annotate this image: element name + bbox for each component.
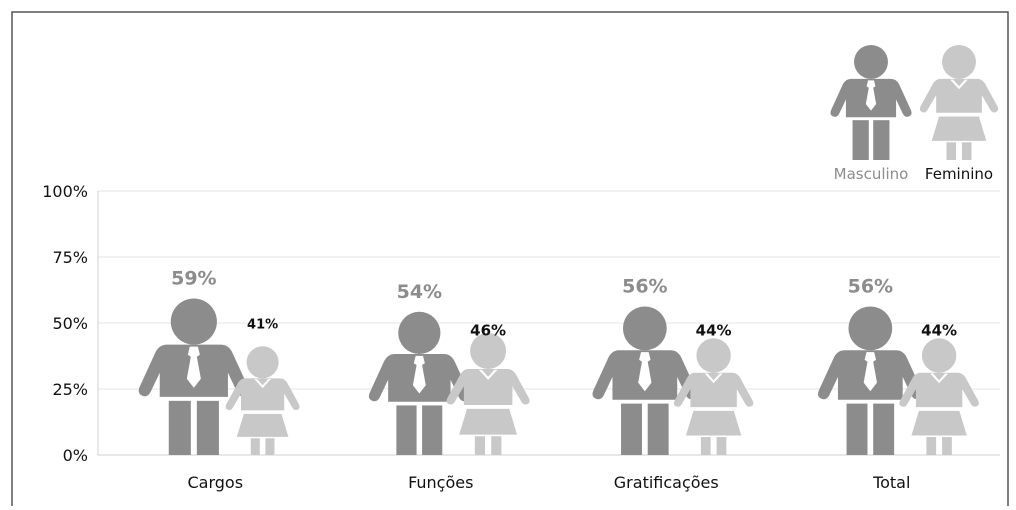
bar-feminino-3 — [899, 338, 979, 455]
bar-masculino-3 — [817, 306, 923, 455]
legend: Masculino Feminino — [830, 44, 999, 183]
data-label-feminino: 44% — [696, 322, 732, 340]
bar-masculino-2 — [592, 306, 698, 455]
data-label-masculino: 54% — [397, 281, 442, 303]
data-label-feminino: 46% — [470, 322, 506, 340]
y-axis-ticks: 0% 25% 50% 75% 100% — [42, 182, 88, 465]
x-axis-ticks: Cargos Funções Gratificações Total — [187, 473, 910, 492]
data-label-masculino: 56% — [622, 276, 667, 298]
x-tick-label: Cargos — [187, 473, 243, 492]
bar-feminino-2 — [673, 338, 754, 455]
chart-border — [11, 11, 1009, 510]
bar-feminino-0 — [225, 346, 300, 455]
data-label-masculino: 56% — [848, 276, 893, 298]
y-tick-label: 50% — [52, 314, 88, 333]
data-label-masculino: 59% — [171, 268, 216, 290]
y-tick-label: 25% — [52, 380, 88, 399]
figure-layer — [138, 298, 979, 455]
bar-feminino-1 — [446, 333, 530, 455]
legend-female-icon — [919, 44, 999, 160]
legend-label-feminino: Feminino — [925, 165, 993, 183]
legend-label-masculino: Masculino — [834, 165, 909, 183]
y-tick-label: 75% — [52, 248, 88, 267]
bar-masculino-0 — [138, 298, 250, 455]
data-label-feminino: 44% — [921, 322, 957, 340]
data-label-feminino: 41% — [247, 318, 278, 333]
legend-male-icon — [830, 44, 912, 160]
x-tick-label: Total — [872, 473, 910, 492]
y-tick-label: 0% — [63, 446, 88, 465]
y-tick-label: 100% — [42, 182, 88, 201]
data-label-layer: 59% 41% 54% 46% 56% 44% 56% 44% — [171, 268, 957, 340]
x-tick-label: Funções — [408, 473, 473, 492]
x-tick-label: Gratificações — [614, 473, 719, 492]
bar-masculino-1 — [368, 311, 470, 455]
